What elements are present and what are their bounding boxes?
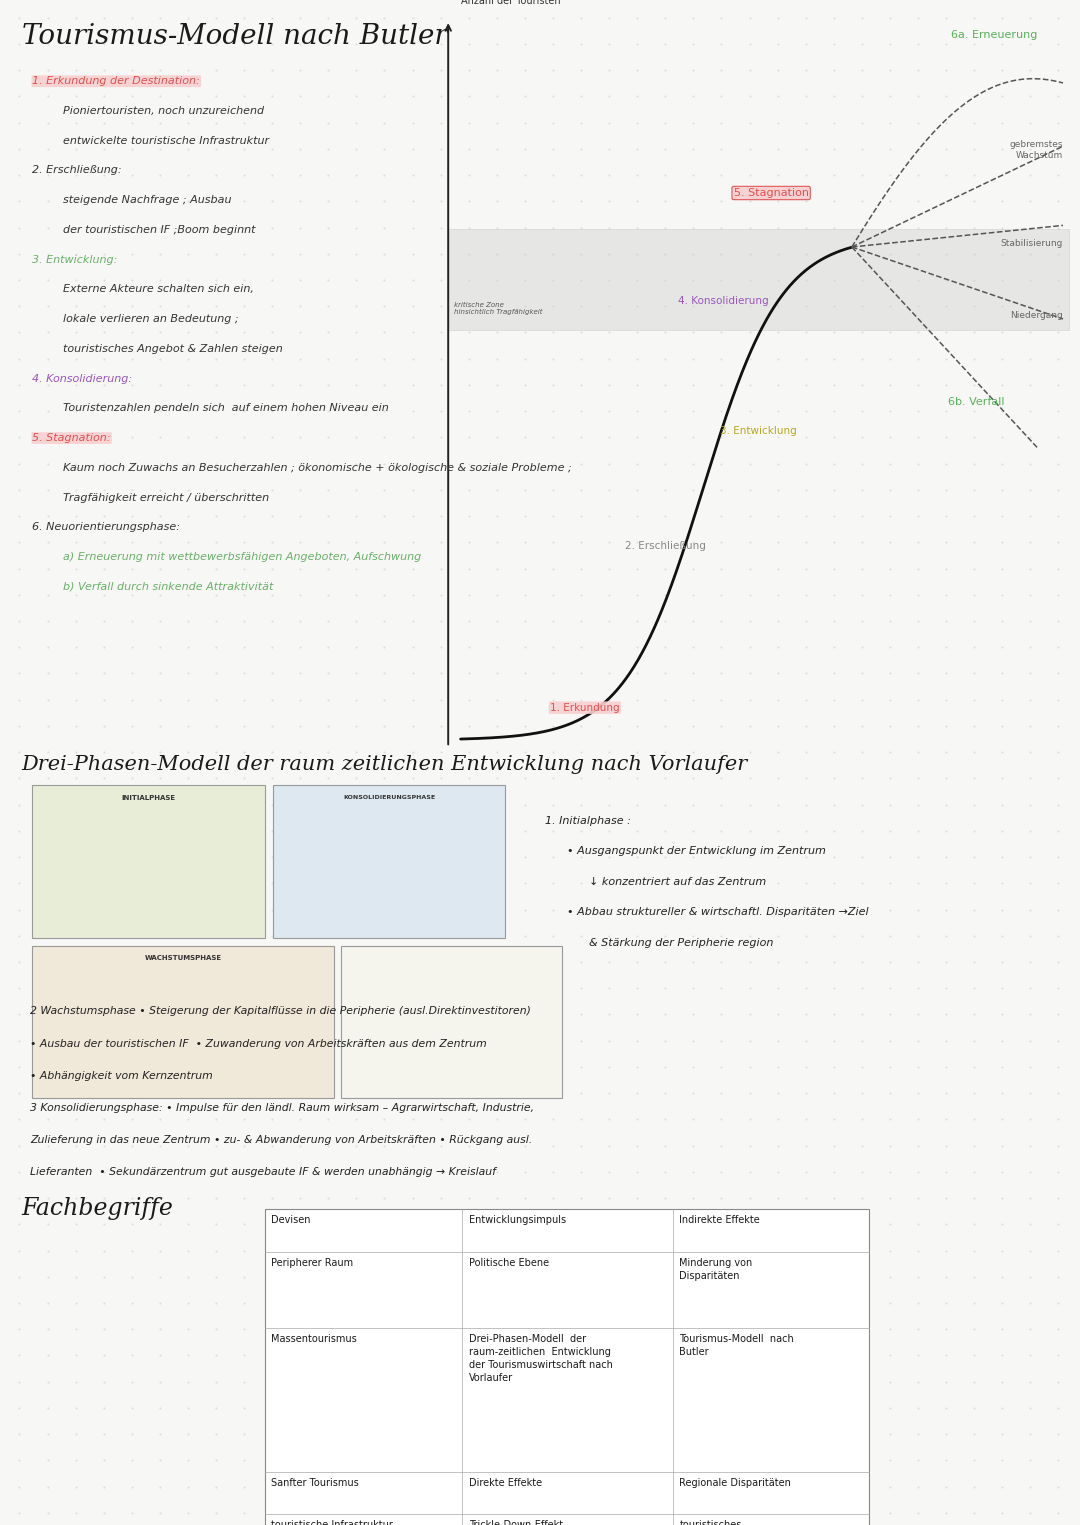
- Text: Massentourismus: Massentourismus: [271, 1334, 356, 1345]
- Text: 2 Wachstumsphase • Steigerung der Kapitalflüsse in die Peripherie (ausl.Direktin: 2 Wachstumsphase • Steigerung der Kapita…: [30, 1006, 531, 1017]
- Text: 5. Stagnation: 5. Stagnation: [733, 188, 809, 198]
- Text: INITIALPHASE: INITIALPHASE: [121, 795, 176, 801]
- Text: 6. Neuorientierungsphase:: 6. Neuorientierungsphase:: [32, 522, 180, 532]
- Text: Tourismus-Modell  nach
Butler: Tourismus-Modell nach Butler: [679, 1334, 794, 1357]
- Text: Tourismus-Modell nach Butler: Tourismus-Modell nach Butler: [22, 23, 447, 50]
- Bar: [32, 785, 265, 938]
- Text: Niedergang: Niedergang: [1010, 311, 1063, 320]
- Text: Drei-Phasen-Modell  der
raum-zeitlichen  Entwicklung
der Tourismuswirtschaft nac: Drei-Phasen-Modell der raum-zeitlichen E…: [469, 1334, 612, 1383]
- Text: lokale verlieren an Bedeutung ;: lokale verlieren an Bedeutung ;: [63, 314, 239, 325]
- Text: gebremstes
Wachstum: gebremstes Wachstum: [1010, 140, 1063, 160]
- Text: • Abhängigkeit vom Kernzentrum: • Abhängigkeit vom Kernzentrum: [30, 1071, 213, 1081]
- Text: a) Erneuerung mit wettbewerbsfähigen Angeboten, Aufschwung: a) Erneuerung mit wettbewerbsfähigen Ang…: [63, 552, 421, 563]
- Text: steigende Nachfrage ; Ausbau: steigende Nachfrage ; Ausbau: [63, 195, 231, 206]
- Text: • Ausgangspunkt der Entwicklung im Zentrum: • Ausgangspunkt der Entwicklung im Zentr…: [567, 846, 826, 857]
- Text: Stabilisierung: Stabilisierung: [1000, 239, 1063, 249]
- Text: Kaum noch Zuwachs an Besucherzahlen ; ökonomische + ökologische & soziale Proble: Kaum noch Zuwachs an Besucherzahlen ; ök…: [63, 462, 571, 473]
- Bar: [265, 1209, 869, 1525]
- Text: 1. Initialphase :: 1. Initialphase :: [545, 816, 632, 827]
- Text: 2. Erschließung: 2. Erschließung: [625, 541, 706, 551]
- Text: 1. Erkundung: 1. Erkundung: [550, 703, 620, 712]
- Text: ↓ konzentriert auf das Zentrum: ↓ konzentriert auf das Zentrum: [589, 877, 766, 888]
- Text: 4. Konsolidierung: 4. Konsolidierung: [678, 296, 769, 307]
- Text: der touristischen IF ;Boom beginnt: der touristischen IF ;Boom beginnt: [63, 224, 255, 235]
- Bar: [273, 785, 505, 938]
- Text: touristisches
Kulturaumpotenzial: touristisches Kulturaumpotenzial: [679, 1520, 774, 1525]
- Text: 4. Konsolidierung:: 4. Konsolidierung:: [32, 374, 133, 384]
- Text: touristisches Angebot & Zahlen steigen: touristisches Angebot & Zahlen steigen: [63, 343, 282, 354]
- Text: b) Verfall durch sinkende Attraktivität: b) Verfall durch sinkende Attraktivität: [63, 581, 273, 592]
- Polygon shape: [448, 229, 1069, 329]
- Text: Indirekte Effekte: Indirekte Effekte: [679, 1215, 760, 1226]
- Text: 2. Erschließung:: 2. Erschließung:: [32, 165, 122, 175]
- Text: Sanfter Tourismus: Sanfter Tourismus: [271, 1478, 359, 1488]
- Text: Touristenzahlen pendeln sich  auf einem hohen Niveau ein: Touristenzahlen pendeln sich auf einem h…: [63, 403, 389, 413]
- Text: 3. Entwicklung:: 3. Entwicklung:: [32, 255, 118, 265]
- Text: Tragfähigkeit erreicht / überschritten: Tragfähigkeit erreicht / überschritten: [63, 493, 269, 503]
- Text: Zulieferung in das neue Zentrum • zu- & Abwanderung von Arbeitskräften • Rückgan: Zulieferung in das neue Zentrum • zu- & …: [30, 1135, 532, 1145]
- Text: 3 Konsolidierungsphase: • Impulse für den ländl. Raum wirksam – Agrarwirtschaft,: 3 Konsolidierungsphase: • Impulse für de…: [30, 1103, 535, 1113]
- Text: • Abbau struktureller & wirtschaftl. Disparitäten →Ziel: • Abbau struktureller & wirtschaftl. Dis…: [567, 907, 868, 918]
- Text: Entwicklungsimpuls: Entwicklungsimpuls: [469, 1215, 566, 1226]
- Bar: [32, 946, 334, 1098]
- Text: Externe Akteure schalten sich ein,: Externe Akteure schalten sich ein,: [63, 284, 254, 294]
- Text: Lieferanten  • Sekundärzentrum gut ausgebaute IF & werden unabhängig → Kreislauf: Lieferanten • Sekundärzentrum gut ausgeb…: [30, 1167, 496, 1177]
- Text: • Ausbau der touristischen IF  • Zuwanderung von Arbeitskräften aus dem Zentrum: • Ausbau der touristischen IF • Zuwander…: [30, 1039, 487, 1049]
- Text: touristische Infrastruktur: touristische Infrastruktur: [271, 1520, 393, 1525]
- Text: Devisen: Devisen: [271, 1215, 311, 1226]
- Text: Politische Ebene: Politische Ebene: [469, 1258, 549, 1269]
- Text: 6b. Verfall: 6b. Verfall: [948, 396, 1004, 407]
- Text: Trickle-Down-Effekt: Trickle-Down-Effekt: [469, 1520, 563, 1525]
- Text: Fachbegriffe: Fachbegriffe: [22, 1197, 174, 1220]
- Text: Anzahl der Touristen: Anzahl der Touristen: [461, 0, 561, 6]
- Text: WACHSTUMSPHASE: WACHSTUMSPHASE: [145, 955, 221, 961]
- Text: entwickelte touristische Infrastruktur: entwickelte touristische Infrastruktur: [63, 136, 269, 146]
- Text: Drei-Phasen-Modell der raum zeitlichen Entwicklung nach Vorlaufer: Drei-Phasen-Modell der raum zeitlichen E…: [22, 755, 747, 773]
- Text: 5. Stagnation:: 5. Stagnation:: [32, 433, 111, 444]
- Text: 3. Entwicklung: 3. Entwicklung: [720, 425, 797, 436]
- Text: 1. Erkundung der Destination:: 1. Erkundung der Destination:: [32, 76, 200, 87]
- Text: kritische Zone
hinsichtlich Tragfähigkeit: kritische Zone hinsichtlich Tragfähigkei…: [455, 302, 543, 314]
- Text: Minderung von
Disparitäten: Minderung von Disparitäten: [679, 1258, 753, 1281]
- Text: KONSOLIDIERUNGSPHASE: KONSOLIDIERUNGSPHASE: [343, 795, 435, 799]
- Text: Regionale Disparitäten: Regionale Disparitäten: [679, 1478, 792, 1488]
- Bar: [341, 946, 562, 1098]
- Text: Pioniertouristen, noch unzureichend: Pioniertouristen, noch unzureichend: [63, 107, 264, 116]
- Text: Peripherer Raum: Peripherer Raum: [271, 1258, 353, 1269]
- Text: Direkte Effekte: Direkte Effekte: [469, 1478, 542, 1488]
- Text: 6a. Erneuerung: 6a. Erneuerung: [951, 29, 1038, 40]
- Text: & Stärkung der Peripherie region: & Stärkung der Peripherie region: [589, 938, 773, 949]
